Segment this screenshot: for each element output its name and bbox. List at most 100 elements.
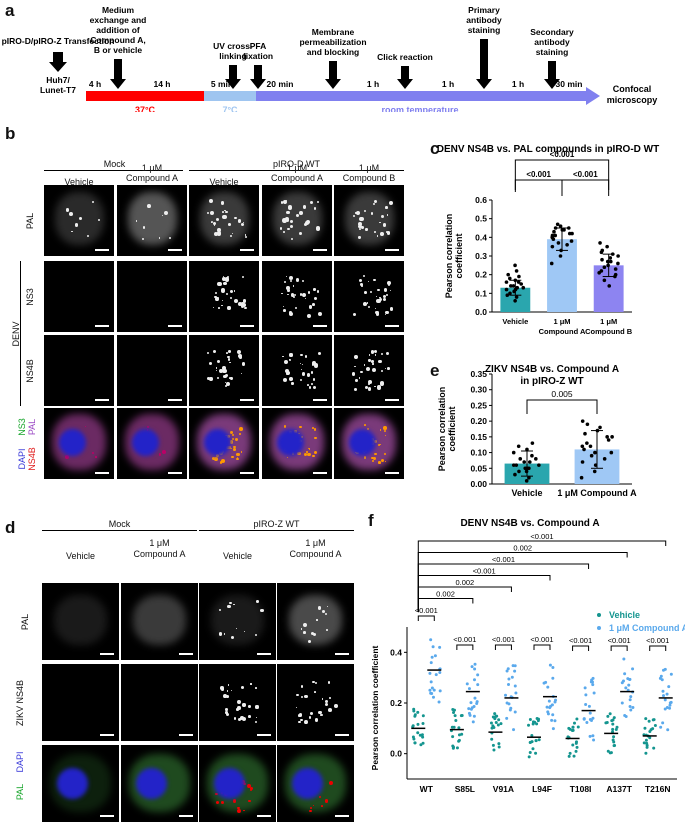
fluorescent-spot: [212, 307, 214, 309]
microscopy-image: [334, 185, 404, 256]
fluorescent-spot: [147, 425, 150, 428]
fluorescent-spot: [161, 214, 164, 217]
fluorescent-spot: [310, 631, 315, 636]
step-label: Primary: [468, 5, 500, 15]
data-point: [511, 450, 516, 455]
fluorescent-spot: [354, 355, 358, 360]
fluorescent-spot: [280, 201, 284, 204]
fluorescent-spot: [384, 434, 387, 437]
fluorescent-spot: [327, 708, 332, 712]
data-point: [553, 700, 557, 704]
fluorescent-spot: [378, 443, 381, 446]
data-point: [661, 694, 665, 698]
data-point: [431, 695, 435, 699]
data-point: [589, 453, 594, 458]
y-tick-label: 0.0: [390, 749, 402, 759]
fluorescent-spot: [380, 214, 385, 219]
microscopy-image: [121, 664, 198, 741]
fluorescent-spot: [240, 223, 245, 227]
y-tick-label: 0.6: [475, 195, 487, 205]
fluorescent-spot: [312, 302, 315, 306]
data-point: [516, 280, 521, 284]
data-point: [430, 686, 434, 690]
microscopy-image: [44, 261, 114, 332]
data-point: [513, 669, 517, 673]
duration-label: 4 h: [89, 79, 101, 89]
step-arrow: [325, 61, 341, 89]
fluorescent-spot: [303, 631, 306, 634]
data-point: [568, 751, 572, 755]
category-label: Compound A: [539, 327, 586, 336]
y-tick-label: 0.15: [470, 432, 487, 442]
microscopy-image: [42, 664, 119, 741]
data-point: [570, 231, 574, 236]
fluorescent-spot: [313, 207, 317, 210]
scale-bar: [313, 325, 327, 327]
data-point: [580, 444, 585, 449]
fluorescent-spot: [308, 448, 311, 450]
scale-bar: [100, 653, 114, 655]
fluorescent-spot: [321, 697, 324, 700]
data-point: [610, 435, 614, 439]
fluorescent-spot: [329, 781, 334, 786]
fluorescent-spot: [362, 301, 367, 306]
wt-comparison-bracket: [417, 552, 628, 612]
significance-bracket: [514, 179, 563, 192]
microscopy-image: [199, 664, 276, 741]
data-point: [428, 688, 432, 692]
fluorescent-spot: [290, 293, 295, 298]
fluorescent-spot: [250, 786, 254, 790]
fluorescent-spot: [372, 363, 374, 365]
microscopy-image: [121, 745, 198, 822]
microscopy-image: [334, 408, 404, 479]
data-point: [513, 263, 517, 268]
step-label: Medium: [102, 5, 135, 15]
fluorescent-spot: [300, 718, 303, 722]
data-point: [574, 749, 578, 753]
scale-bar: [168, 399, 182, 401]
fluorescent-spot: [296, 694, 299, 697]
data-point: [457, 726, 461, 730]
data-point: [514, 269, 519, 273]
fluorescent-spot: [293, 295, 296, 298]
data-point: [556, 241, 561, 245]
data-point: [531, 747, 535, 751]
fluorescent-spot: [363, 209, 366, 213]
step-label: permeabilization: [299, 37, 366, 47]
fluorescent-spot: [301, 372, 305, 376]
fluorescent-spot: [384, 452, 387, 456]
timeline-rt-segment: [256, 91, 586, 101]
fluorescent-spot: [304, 694, 308, 699]
data-point: [475, 702, 479, 706]
fluorescent-spot: [298, 231, 302, 235]
data-point: [551, 666, 555, 670]
wt-comparison-label: <0.001: [530, 532, 553, 541]
scale-bar: [257, 653, 271, 655]
microscopy-image: [277, 745, 354, 822]
fluorescent-spot: [71, 230, 73, 233]
column-label: 1 μM: [141, 163, 163, 173]
data-point: [571, 725, 575, 729]
data-point: [497, 745, 501, 749]
microscopy-image: [44, 185, 114, 256]
data-point: [647, 719, 651, 723]
fluorescent-spot: [240, 451, 243, 453]
data-point: [546, 712, 550, 716]
fluorescent-spot: [299, 210, 303, 215]
column-label: Compound B: [342, 173, 396, 183]
scale-bar: [335, 815, 349, 817]
microscopy-image: [42, 745, 119, 822]
denv-bracket: [20, 261, 21, 406]
data-point: [562, 228, 566, 232]
fluorescent-spot: [235, 628, 238, 630]
fluorescent-spot: [233, 717, 236, 720]
fluorescent-spot: [297, 452, 301, 456]
fluorescent-spot: [371, 360, 374, 363]
scale-bar: [168, 325, 182, 327]
fluorescent-spot: [243, 630, 246, 633]
fluorescent-spot: [65, 455, 70, 460]
data-point: [512, 728, 516, 732]
step-label: staining: [468, 25, 501, 35]
fluorescent-spot: [360, 371, 363, 374]
step-label: and blocking: [307, 47, 359, 57]
